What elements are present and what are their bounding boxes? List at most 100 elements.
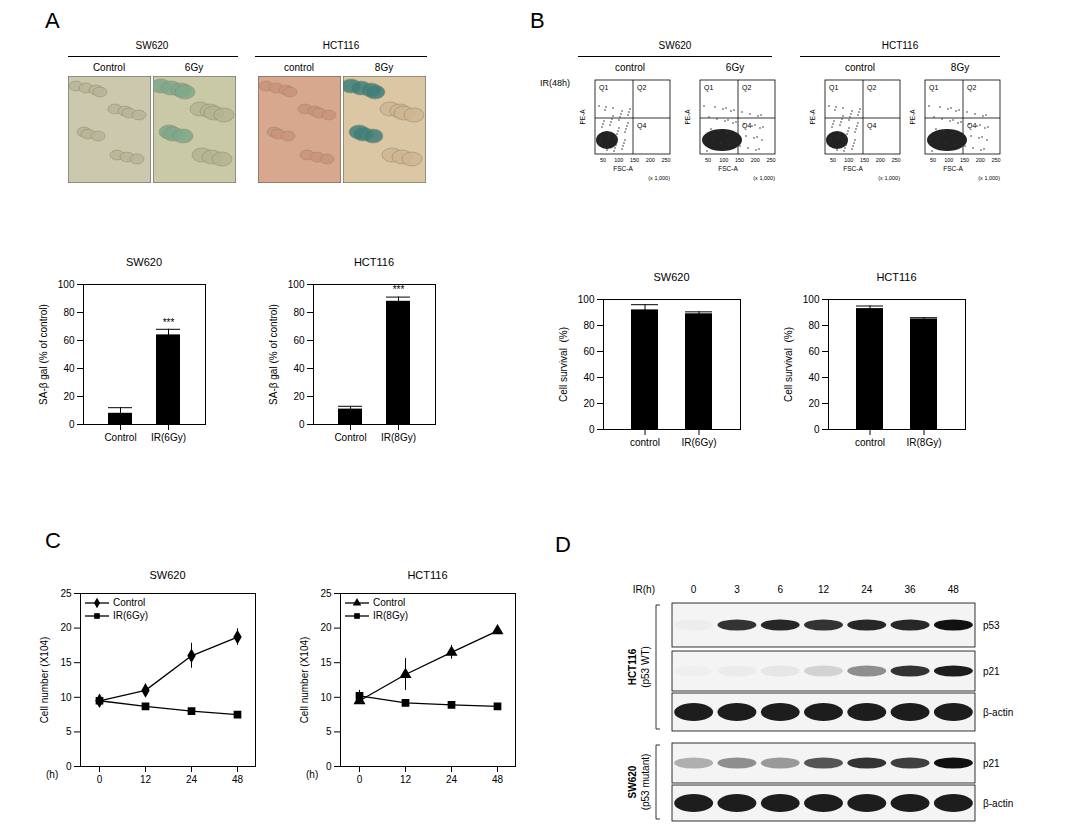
svg-text:control: control: [630, 437, 660, 448]
svg-text:20: 20: [63, 391, 75, 402]
svg-text:PE-A: PE-A: [684, 109, 691, 125]
svg-text:6: 6: [777, 584, 783, 595]
svg-text:IR(6Gy): IR(6Gy): [682, 437, 717, 448]
svg-text:25: 25: [320, 588, 332, 599]
svg-text:PE-A: PE-A: [909, 109, 916, 125]
svg-text:100: 100: [58, 279, 75, 290]
svg-text:Control: Control: [334, 432, 366, 443]
svg-text:20: 20: [583, 398, 595, 409]
svg-text:0: 0: [299, 419, 305, 430]
svg-text:5: 5: [66, 726, 72, 737]
svg-text:24: 24: [446, 774, 458, 785]
svg-text:SW620: SW620: [627, 765, 638, 798]
svg-text:Q1: Q1: [829, 84, 838, 92]
svg-text:20: 20: [320, 622, 332, 633]
svg-text:control: control: [855, 437, 885, 448]
svg-text:0: 0: [589, 424, 595, 435]
svg-text:200: 200: [876, 157, 885, 163]
svg-text:FSC-A: FSC-A: [843, 165, 863, 172]
svg-text:FSC-A: FSC-A: [943, 165, 963, 172]
svg-text:48: 48: [232, 774, 244, 785]
svg-text:80: 80: [293, 307, 305, 318]
svg-text:Q1: Q1: [704, 84, 713, 92]
svg-text:(x 1,000): (x 1,000): [878, 175, 900, 181]
svg-text:β-actin: β-actin: [983, 798, 1013, 809]
svg-text:Q4: Q4: [867, 122, 876, 130]
svg-text:150: 150: [735, 157, 744, 163]
svg-text:250: 250: [766, 157, 775, 163]
svg-text:FSC-A: FSC-A: [718, 165, 738, 172]
svg-text:HCT116: HCT116: [627, 648, 638, 685]
svg-text:200: 200: [976, 157, 985, 163]
svg-text:***: ***: [393, 284, 405, 295]
svg-text:10: 10: [60, 692, 72, 703]
svg-text:100: 100: [614, 157, 623, 163]
svg-text:12: 12: [400, 774, 412, 785]
svg-text:Cell survival (%): Cell survival (%): [783, 327, 794, 402]
svg-text:(p53 mutant): (p53 mutant): [640, 754, 651, 811]
svg-text:0: 0: [69, 419, 75, 430]
svg-text:PE-A: PE-A: [579, 109, 586, 125]
svg-text:80: 80: [808, 320, 820, 331]
svg-text:36: 36: [905, 584, 917, 595]
svg-text:Q1: Q1: [929, 84, 938, 92]
svg-text:60: 60: [63, 335, 75, 346]
svg-text:50: 50: [705, 157, 711, 163]
svg-text:Q2: Q2: [867, 84, 876, 92]
svg-text:IR(8Gy): IR(8Gy): [381, 432, 416, 443]
svg-text:24: 24: [186, 774, 198, 785]
svg-text:50: 50: [600, 157, 606, 163]
svg-text:20: 20: [293, 391, 305, 402]
svg-text:0: 0: [357, 774, 363, 785]
svg-text:24: 24: [861, 584, 873, 595]
svg-text:200: 200: [646, 157, 655, 163]
svg-text:10: 10: [320, 692, 332, 703]
svg-text:60: 60: [583, 346, 595, 357]
svg-text:80: 80: [63, 307, 75, 318]
svg-text:100: 100: [288, 279, 305, 290]
svg-text:***: ***: [163, 317, 175, 328]
svg-text:20: 20: [808, 398, 820, 409]
svg-text:15: 15: [60, 657, 72, 668]
svg-text:200: 200: [751, 157, 760, 163]
svg-text:25: 25: [60, 588, 72, 599]
svg-text:(p53 WT): (p53 WT): [640, 646, 651, 688]
svg-text:0: 0: [814, 424, 820, 435]
svg-text:p21: p21: [983, 666, 1000, 677]
svg-text:Cell number (X104): Cell number (X104): [39, 637, 50, 724]
svg-text:5: 5: [326, 726, 332, 737]
svg-text:SA-β gal (% of control): SA-β gal (% of control): [38, 304, 49, 405]
svg-text:Q4: Q4: [637, 122, 646, 130]
svg-text:Q4: Q4: [742, 122, 751, 130]
svg-text:50: 50: [830, 157, 836, 163]
svg-text:40: 40: [293, 363, 305, 374]
svg-text:Q2: Q2: [742, 84, 751, 92]
svg-text:Cell number (X104): Cell number (X104): [299, 637, 310, 724]
svg-text:p21: p21: [983, 758, 1000, 769]
svg-text:12: 12: [140, 774, 152, 785]
svg-text:15: 15: [320, 657, 332, 668]
svg-text:20: 20: [60, 622, 72, 633]
svg-text:β-actin: β-actin: [983, 707, 1013, 718]
svg-text:Q2: Q2: [967, 84, 976, 92]
svg-text:0: 0: [326, 761, 332, 772]
svg-text:IR(6Gy): IR(6Gy): [151, 432, 186, 443]
svg-text:Q4: Q4: [967, 122, 976, 130]
svg-text:IR(h): IR(h): [633, 584, 655, 595]
svg-text:250: 250: [661, 157, 670, 163]
svg-text:3: 3: [734, 584, 740, 595]
svg-text:p53: p53: [983, 620, 1000, 631]
svg-text:250: 250: [891, 157, 900, 163]
svg-text:Cell survival (%): Cell survival (%): [558, 327, 569, 402]
svg-text:0: 0: [97, 774, 103, 785]
svg-text:IR(8Gy): IR(8Gy): [907, 437, 942, 448]
svg-text:60: 60: [808, 346, 820, 357]
svg-text:(x 1,000): (x 1,000): [978, 175, 1000, 181]
svg-text:40: 40: [583, 372, 595, 383]
svg-text:0: 0: [66, 761, 72, 772]
svg-text:(x 1,000): (x 1,000): [753, 175, 775, 181]
svg-text:100: 100: [803, 294, 820, 305]
svg-text:Q1: Q1: [599, 84, 608, 92]
svg-text:60: 60: [293, 335, 305, 346]
svg-text:100: 100: [578, 294, 595, 305]
